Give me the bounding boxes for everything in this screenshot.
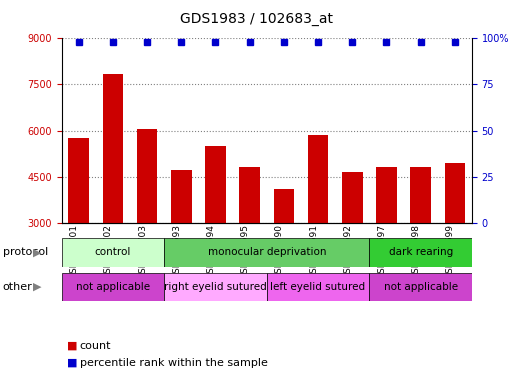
Bar xyxy=(445,163,465,223)
Bar xyxy=(137,129,157,223)
Text: ▶: ▶ xyxy=(33,247,41,258)
Bar xyxy=(62,273,164,301)
Text: protocol: protocol xyxy=(3,247,48,258)
Bar xyxy=(164,238,369,267)
Text: ■: ■ xyxy=(67,358,77,368)
Bar xyxy=(308,135,328,223)
Bar xyxy=(410,167,431,223)
Text: left eyelid sutured: left eyelid sutured xyxy=(270,282,366,292)
Text: GDS1983 / 102683_at: GDS1983 / 102683_at xyxy=(180,12,333,25)
Bar xyxy=(171,170,191,223)
Bar xyxy=(240,167,260,223)
Bar xyxy=(62,238,164,267)
Text: control: control xyxy=(95,247,131,258)
Text: not applicable: not applicable xyxy=(384,282,458,292)
Bar xyxy=(68,138,89,223)
Bar xyxy=(369,273,472,301)
Bar xyxy=(273,189,294,223)
Text: percentile rank within the sample: percentile rank within the sample xyxy=(80,358,267,368)
Text: not applicable: not applicable xyxy=(76,282,150,292)
Text: ▶: ▶ xyxy=(33,282,41,292)
Text: dark rearing: dark rearing xyxy=(388,247,453,258)
Text: monocular deprivation: monocular deprivation xyxy=(208,247,326,258)
Bar xyxy=(205,146,226,223)
Text: count: count xyxy=(80,341,111,351)
Bar xyxy=(267,273,369,301)
Bar xyxy=(369,238,472,267)
Bar xyxy=(103,74,123,223)
Text: ■: ■ xyxy=(67,341,77,351)
Text: other: other xyxy=(3,282,32,292)
Bar xyxy=(342,172,363,223)
Bar xyxy=(376,167,397,223)
Text: right eyelid sutured: right eyelid sutured xyxy=(164,282,267,292)
Bar xyxy=(164,273,267,301)
